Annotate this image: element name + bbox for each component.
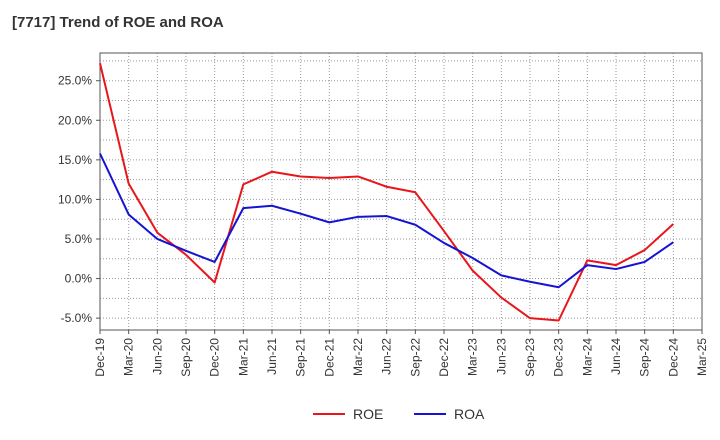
x-tick-label: Mar-20 [122,338,136,376]
y-tick-label: -5.0% [61,311,93,325]
series-line-roe [99,63,675,322]
x-tick-label: Jun-24 [609,338,623,375]
y-tick-label: 20.0% [58,113,92,127]
y-tick-label: 0.0% [65,272,93,286]
x-tick-label: Sep-21 [294,338,308,377]
x-tick-label: Mar-23 [466,338,480,376]
y-tick-label: 25.0% [58,74,92,88]
x-tick-label: Sep-23 [523,338,537,377]
x-tick-label: Sep-22 [408,338,422,377]
x-tick-label: Jun-20 [150,338,164,375]
chart-title: [7717] Trend of ROE and ROA [12,14,224,31]
x-tick-label: Jun-21 [265,338,279,375]
y-tick-label: 5.0% [65,232,93,246]
x-axis-ticks: Dec-19 Mar-20 Jun-20 Sep-20 Dec-20 Mar-21 Jun-… [93,330,709,377]
x-tick-label: Jun-22 [380,338,394,375]
y-tick-label: 15.0% [58,153,92,167]
x-tick-label: Dec-22 [437,338,451,377]
x-tick-label: Jun-23 [494,338,508,375]
grid-lines [100,53,702,330]
plot-area [99,52,703,331]
y-tick-label: 10.0% [58,192,92,206]
y-axis-ticks: -5.0% 0.0% 5.0% 10.0% 15.0% 20.0% 25.0% [58,74,100,325]
x-tick-label: Dec-19 [93,338,107,377]
x-tick-label: Sep-20 [179,338,193,377]
x-tick-label: Sep-24 [638,338,652,377]
legend: ROE ROA [313,406,485,422]
x-tick-label: Mar-25 [695,338,709,376]
x-tick-label: Dec-21 [322,338,336,377]
legend-label-roa: ROA [454,406,485,422]
series-line-roa [99,153,674,289]
x-tick-label: Mar-24 [580,338,594,376]
legend-label-roe: ROE [353,406,383,422]
x-tick-label: Dec-24 [666,338,680,377]
x-tick-label: Mar-21 [236,338,250,376]
x-tick-label: Mar-22 [351,338,365,376]
series-lines [99,63,675,322]
x-tick-label: Dec-23 [552,338,566,377]
x-tick-label: Dec-20 [208,338,222,377]
